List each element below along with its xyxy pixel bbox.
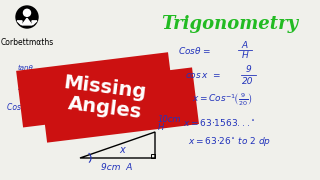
Text: H: H [158, 123, 164, 132]
Text: tanθ: tanθ [18, 65, 34, 71]
Text: $\mathit{Cos\theta}$ =: $\mathit{Cos\theta}$ = [178, 44, 212, 55]
Text: $\mathit{x = Cos^{-1}\!\left(\frac{9}{20}\right)}$: $\mathit{x = Cos^{-1}\!\left(\frac{9}{20… [192, 92, 252, 108]
Polygon shape [22, 18, 32, 25]
Text: Missing: Missing [62, 73, 148, 102]
Text: $\mathit{cos\, x}$  =: $\mathit{cos\, x}$ = [185, 71, 222, 80]
Text: S: S [18, 84, 23, 93]
Text: 20: 20 [242, 76, 254, 86]
Text: H: H [242, 51, 248, 60]
Text: 10cm: 10cm [158, 116, 181, 125]
Text: 9cm  A: 9cm A [101, 163, 133, 172]
Text: A: A [242, 40, 248, 50]
Text: $\mathit{x = 63{\cdot}26^{\circ}}$$\mathit{\ to\ 2\ dp}$: $\mathit{x = 63{\cdot}26^{\circ}}$$\math… [188, 136, 271, 148]
Polygon shape [32, 21, 37, 25]
Polygon shape [17, 21, 22, 25]
Text: Corbettmαths: Corbettmαths [0, 38, 54, 47]
Text: Trigonometry: Trigonometry [161, 15, 299, 33]
Text: x: x [119, 145, 125, 155]
Circle shape [23, 9, 30, 16]
Circle shape [16, 6, 38, 28]
Bar [151, 154, 155, 158]
Text: Angles: Angles [67, 94, 143, 122]
Text: $\mathit{x = 63{\cdot}1563...^{\circ}}$: $\mathit{x = 63{\cdot}1563...^{\circ}}$ [183, 118, 256, 129]
Polygon shape [16, 52, 199, 143]
Text: Cosθ =: Cosθ = [7, 103, 34, 112]
Text: 9: 9 [245, 66, 251, 75]
